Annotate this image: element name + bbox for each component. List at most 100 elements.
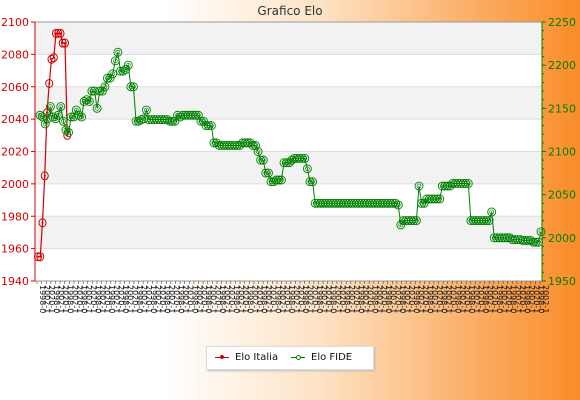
x-tick-label: 1998-0 xyxy=(204,285,213,313)
x-tick-label: 1998-0 xyxy=(273,285,282,313)
point-elo-fide xyxy=(53,110,63,120)
point-center-elo-italia xyxy=(59,32,62,35)
grid-band xyxy=(35,119,542,152)
point-elo-fide xyxy=(196,116,206,126)
point-inner-elo-fide xyxy=(315,200,321,206)
x-tick-label: 1998-0 xyxy=(246,285,255,313)
point-inner-elo-fide xyxy=(465,181,471,186)
point-inner-elo-fide xyxy=(266,170,271,176)
x-tick-label: 1998-0 xyxy=(426,285,435,313)
point-elo-fide xyxy=(393,200,403,210)
point-inner-elo-fide xyxy=(112,58,118,64)
left-tick-label: 2080 xyxy=(1,48,29,61)
point-inner-elo-fide xyxy=(105,75,110,81)
x-tick-label: 2002-1 xyxy=(70,285,79,313)
point-inner-elo-fide xyxy=(146,117,152,122)
point-inner-elo-fide xyxy=(440,183,445,189)
point-inner-elo-fide xyxy=(463,181,469,186)
x-tick-label: 1998-0 xyxy=(301,285,310,313)
point-inner-elo-fide xyxy=(221,143,227,148)
right-tick-label: 2000 xyxy=(548,232,576,245)
point-inner-elo-fide xyxy=(68,114,74,120)
left-tick-label: 1960 xyxy=(1,243,29,256)
point-inner-elo-fide xyxy=(497,235,502,241)
x-tick-label: 2002-1 xyxy=(236,285,245,313)
point-center-elo-italia xyxy=(55,32,57,35)
x-tick-label: 2002-1 xyxy=(84,285,93,313)
point-inner-elo-fide xyxy=(434,196,440,202)
x-tick-label: 2020-1 xyxy=(61,285,70,313)
x-tick-label: 2002-1 xyxy=(153,285,162,313)
point-elo-fide xyxy=(263,168,273,178)
x-tick-label: 2002-1 xyxy=(513,285,522,313)
point-center-elo-italia xyxy=(46,111,48,114)
point-inner-elo-fide xyxy=(510,237,515,242)
point-elo-fide xyxy=(261,168,271,178)
legend-swatch-elo-italia xyxy=(215,355,229,359)
point-elo-fide xyxy=(45,102,55,112)
point-inner-elo-fide xyxy=(61,118,66,124)
legend-item-elo-fide: Elo FIDE xyxy=(291,352,352,363)
point-inner-elo-fide xyxy=(305,166,310,172)
right-tick-label: 2050 xyxy=(548,189,576,202)
point-elo-fide xyxy=(212,138,221,148)
point-inner-elo-fide xyxy=(473,218,479,223)
point-elo-fide xyxy=(165,116,175,126)
point-elo-fide xyxy=(121,65,131,74)
x-tick-label: 2020-1 xyxy=(269,285,278,313)
point-inner-elo-fide xyxy=(364,200,370,206)
point-inner-elo-fide xyxy=(388,200,393,206)
left-tick-label: 1980 xyxy=(1,210,29,223)
x-tick-label: 2020-1 xyxy=(75,285,84,313)
x-tick-label: 2002-1 xyxy=(361,285,370,313)
point-inner-elo-fide xyxy=(170,118,175,124)
point-inner-elo-fide xyxy=(240,140,245,146)
point-elo-fide xyxy=(167,116,177,126)
x-tick-label: 2002-1 xyxy=(223,285,232,313)
point-inner-elo-fide xyxy=(452,181,458,186)
point-inner-elo-fide xyxy=(343,200,349,206)
point-inner-elo-fide xyxy=(79,114,84,120)
point-elo-italia xyxy=(47,54,56,64)
point-inner-elo-fide xyxy=(320,200,326,206)
x-tick-label: 2002-1 xyxy=(112,285,121,313)
point-elo-fide xyxy=(531,237,541,247)
point-elo-fide xyxy=(295,153,305,163)
point-elo-fide xyxy=(419,198,429,208)
point-inner-elo-fide xyxy=(198,118,204,124)
point-inner-elo-fide xyxy=(538,229,544,235)
point-inner-elo-fide xyxy=(302,156,308,161)
point-elo-fide xyxy=(84,96,94,106)
point-inner-elo-fide xyxy=(115,49,121,55)
point-inner-elo-fide xyxy=(533,239,539,245)
point-elo-fide xyxy=(193,110,203,120)
x-tick-label: 2020-1 xyxy=(283,285,292,313)
x-tick-label: 2020-1 xyxy=(89,285,98,313)
left-y-axis: 1940 1960 1980 2000 2020 2040 2060 2080 2100 xyxy=(1,16,36,288)
point-inner-elo-fide xyxy=(253,143,258,148)
x-tick-label: 1998-0 xyxy=(66,285,75,313)
point-inner-elo-fide xyxy=(188,112,193,118)
point-elo-fide xyxy=(256,155,266,165)
point-inner-elo-fide xyxy=(292,156,297,161)
x-tick-label: 2002-1 xyxy=(264,285,273,313)
x-tick-label: 1998-0 xyxy=(218,285,227,313)
point-inner-elo-fide xyxy=(330,200,336,206)
x-tick-label: 2020-1 xyxy=(296,285,305,313)
point-elo-fide xyxy=(188,110,198,120)
point-elo-fide xyxy=(126,82,136,92)
x-tick-label: 2020-1 xyxy=(213,285,222,313)
x-tick-label: 1998-0 xyxy=(93,285,102,313)
x-tick-label: 1998-0 xyxy=(412,285,421,313)
point-inner-elo-fide xyxy=(536,239,541,245)
point-inner-elo-fide xyxy=(499,235,505,241)
point-inner-elo-fide xyxy=(273,177,279,183)
point-inner-elo-fide xyxy=(427,196,432,202)
x-tick-label: 1998-0 xyxy=(149,285,158,313)
point-elo-fide xyxy=(414,181,424,191)
point-elo-fide xyxy=(484,216,494,226)
x-tick-label: 1998-0 xyxy=(439,285,448,313)
point-inner-elo-fide xyxy=(478,218,484,223)
point-inner-elo-fide xyxy=(118,68,123,74)
point-inner-elo-fide xyxy=(390,200,396,206)
